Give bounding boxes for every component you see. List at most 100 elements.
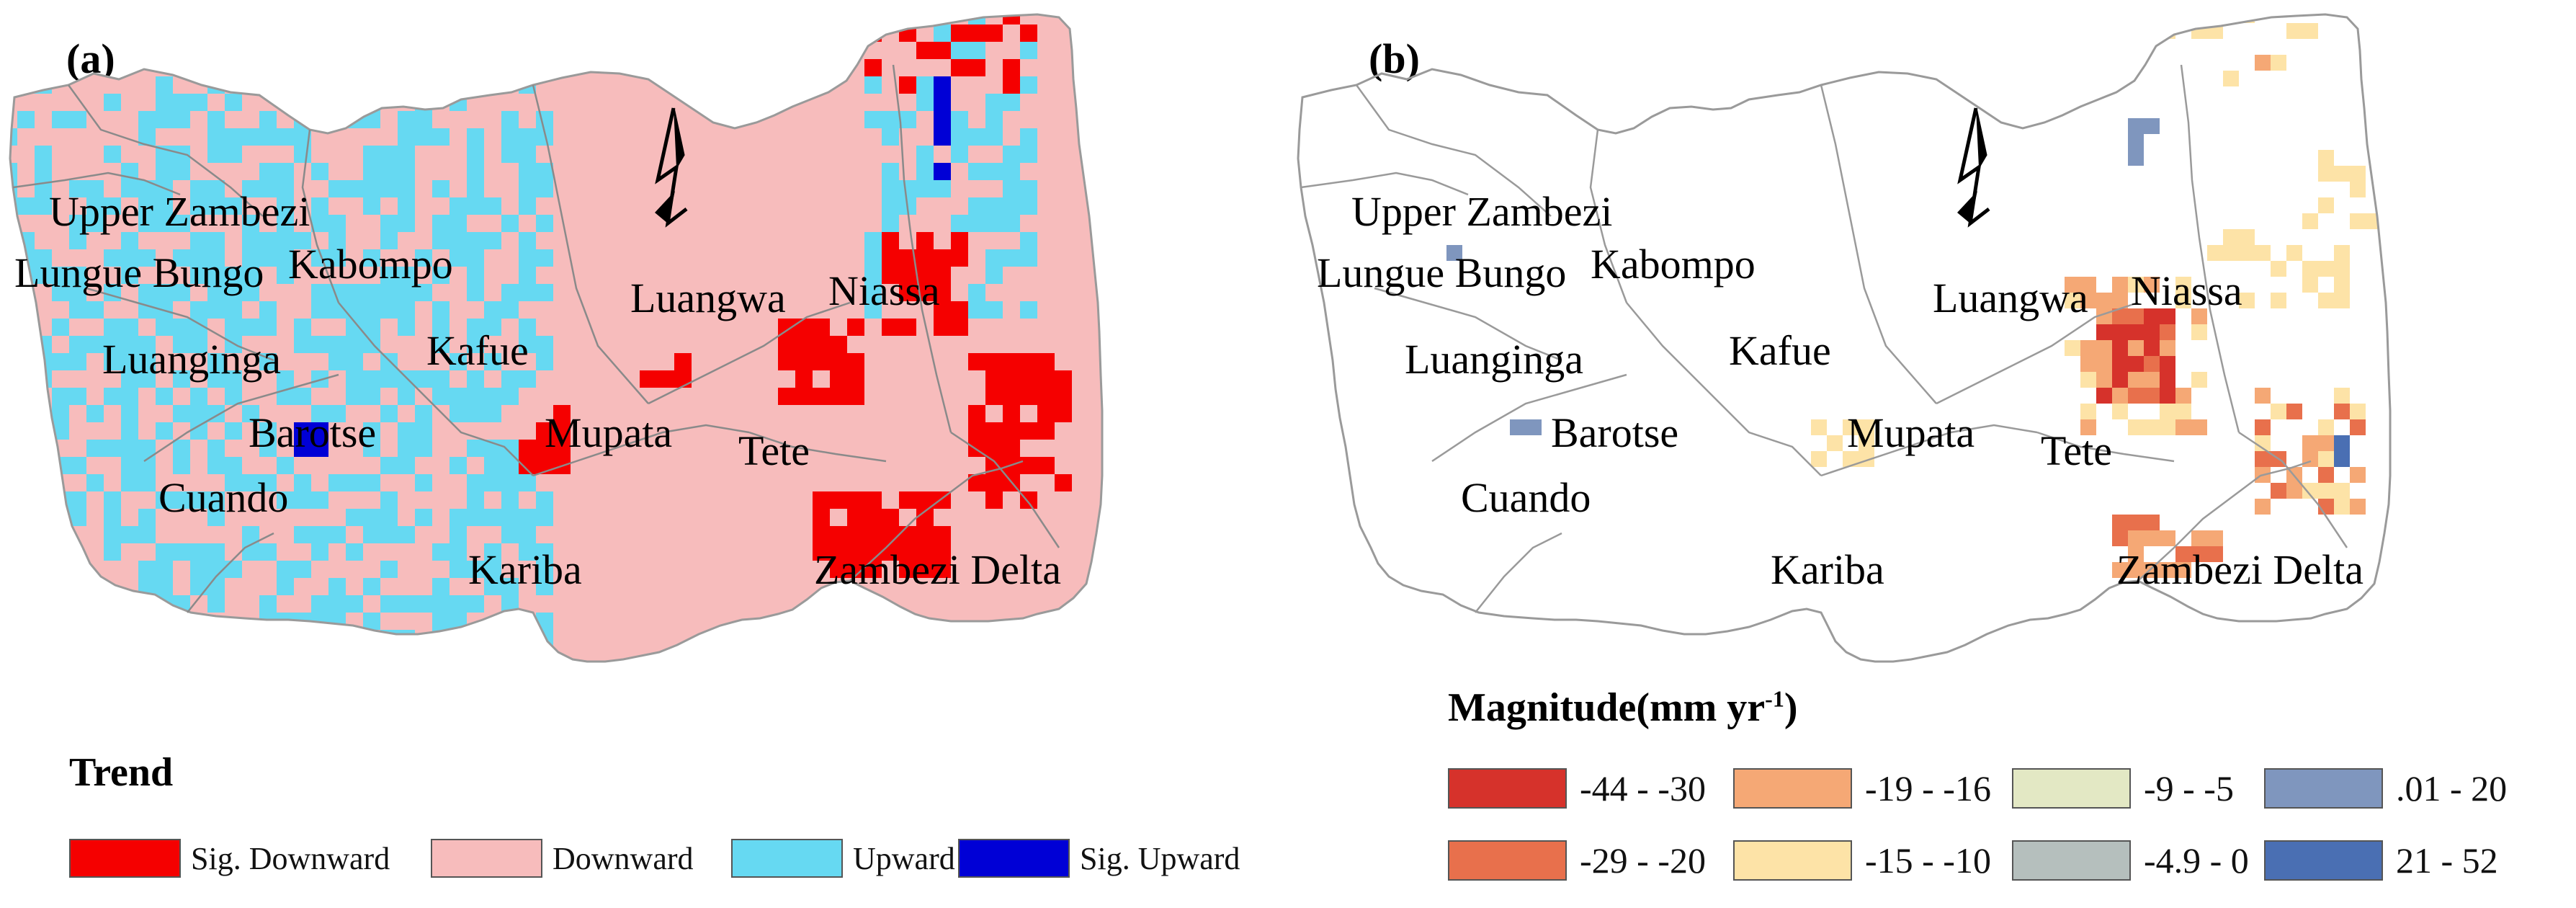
raster-cell [1859, 435, 1874, 451]
raster-cell [415, 440, 432, 457]
raster-cell [968, 128, 985, 146]
raster-cell [484, 405, 501, 422]
raster-cell [467, 197, 484, 215]
legend-item-mag-7: 21 - 52 [2264, 838, 2498, 883]
raster-cell [156, 111, 173, 128]
raster-cell [536, 42, 553, 59]
raster-cell [138, 440, 156, 457]
raster-cell [501, 491, 519, 509]
raster-cell [294, 336, 311, 353]
raster-cell [2334, 404, 2350, 419]
raster-cell [2334, 499, 2350, 515]
raster-cell [52, 353, 69, 370]
raster-cell [104, 146, 121, 163]
region-label-mupata: Mupata [545, 409, 672, 456]
raster-cell [813, 319, 830, 336]
raster-cell [536, 491, 553, 509]
legend-item-downward: Downward [431, 838, 694, 878]
raster-cell [882, 543, 899, 561]
raster-cell [2334, 166, 2350, 182]
legend-label: Upward [853, 840, 955, 876]
raster-cell [519, 146, 536, 163]
panel-a-trend-map: (a) Upper Zambezi Lungue Bungo Kabompo Luan… [9, 13, 1240, 878]
raster-cell [501, 128, 519, 146]
raster-cell [899, 267, 916, 284]
legend-item-mag-0: -44 - -30 [1448, 766, 1706, 811]
raster-cell [1003, 146, 1020, 163]
raster-cell [173, 647, 190, 662]
raster-cell [259, 232, 277, 249]
raster-cell [467, 491, 484, 509]
raster-cell [2223, 71, 2239, 86]
raster-cell [17, 111, 35, 128]
raster-cell [363, 25, 380, 42]
raster-cell [519, 630, 536, 647]
raster-cell [1859, 419, 1874, 435]
raster-cell [225, 267, 242, 284]
raster-cell [899, 491, 916, 509]
raster-cell [467, 59, 484, 76]
raster-cell [35, 595, 52, 613]
legend-swatch [2012, 768, 2131, 809]
raster-cell [225, 146, 242, 163]
raster-cell [899, 111, 916, 128]
raster-cell [190, 561, 207, 578]
raster-cell [450, 457, 467, 474]
raster-cell [173, 405, 190, 422]
raster-cell [916, 249, 934, 267]
raster-cell [934, 561, 951, 578]
raster-cell [432, 664, 450, 682]
raster-cell [899, 543, 916, 561]
raster-cell [225, 284, 242, 301]
raster-cell [2350, 404, 2366, 419]
raster-cell [138, 215, 156, 232]
subbasin-line [2238, 431, 2348, 548]
raster-cell [398, 180, 415, 197]
raster-cell [2271, 55, 2286, 71]
raster-cell [536, 578, 553, 595]
raster-cell [35, 370, 52, 388]
raster-cell [1020, 422, 1037, 440]
raster-cell [2318, 197, 2334, 213]
raster-cell [69, 388, 86, 405]
legend-swatch [431, 839, 542, 878]
raster-cell [415, 128, 432, 146]
raster-cell [138, 613, 156, 630]
raster-cell [86, 197, 104, 215]
raster-cell [2128, 134, 2144, 150]
raster-cell [35, 457, 52, 474]
raster-cell [882, 267, 899, 284]
raster-cell [2144, 277, 2160, 293]
raster-cell [813, 543, 830, 561]
raster-cell [138, 336, 156, 353]
raster-cell [156, 14, 173, 25]
raster-cell [121, 370, 138, 388]
subbasin-boundaries [1300, 64, 2348, 613]
raster-cell [1020, 457, 1037, 474]
raster-cell [2160, 530, 2175, 546]
raster-cell [259, 249, 277, 267]
raster-cell [2223, 245, 2239, 261]
raster-cell [2160, 308, 2175, 324]
raster-cell [86, 474, 104, 491]
raster-cell [346, 284, 363, 301]
raster-cell [104, 353, 121, 370]
raster-cell [985, 267, 1003, 284]
raster-cell [346, 543, 363, 561]
raster-cell [519, 319, 536, 336]
subbasin-line [748, 431, 887, 463]
raster-cell [2128, 340, 2144, 356]
raster-cell [121, 457, 138, 474]
raster-cell [311, 215, 328, 232]
legend-label: -4.9 - 0 [2144, 840, 2249, 881]
raster-cell [17, 42, 35, 59]
raster-cell [294, 422, 311, 440]
raster-cell [2080, 356, 2096, 372]
raster-cell [398, 630, 415, 647]
raster-cell [501, 440, 519, 457]
raster-cell [277, 163, 294, 180]
legend-label: -29 - -20 [1580, 840, 1706, 881]
raster-cell [934, 284, 951, 301]
subbasin-line [1374, 287, 1562, 362]
raster-cell [156, 94, 173, 111]
